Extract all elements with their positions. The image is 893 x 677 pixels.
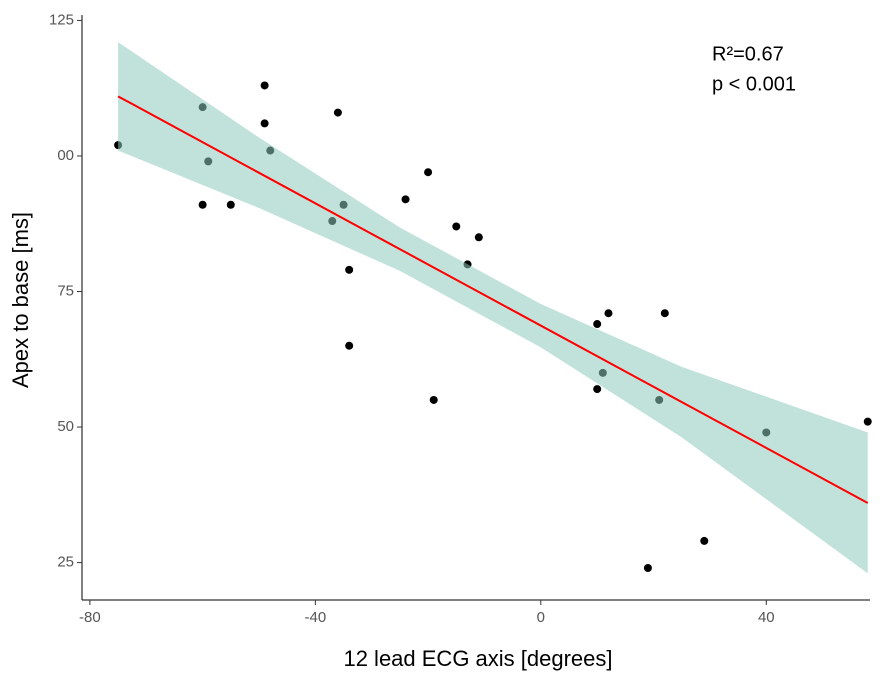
y-tick-label: 125 xyxy=(49,11,74,28)
y-tick-label: 50 xyxy=(57,418,74,435)
annotation: p < 0.001 xyxy=(712,73,796,95)
confidence-band xyxy=(118,42,868,574)
point xyxy=(700,536,709,545)
point xyxy=(345,341,354,350)
y-tick-label: 00 xyxy=(57,147,74,164)
y-tick-label: 25 xyxy=(57,554,74,571)
point xyxy=(660,309,669,318)
point xyxy=(452,222,461,231)
point xyxy=(226,200,235,209)
y-axis-label: Apex to base [ms] xyxy=(8,212,33,388)
point xyxy=(604,309,613,318)
y-tick-label: 75 xyxy=(57,282,74,299)
point xyxy=(643,564,652,573)
point xyxy=(260,81,269,90)
x-tick-label: 0 xyxy=(537,609,545,626)
point xyxy=(424,168,433,177)
point xyxy=(401,195,410,204)
point xyxy=(593,320,602,329)
point xyxy=(333,108,342,117)
x-tick-label: 40 xyxy=(758,609,775,626)
x-axis-label: 12 lead ECG axis [degrees] xyxy=(343,646,612,671)
point xyxy=(474,233,483,242)
x-tick-label: -40 xyxy=(305,609,327,626)
fit-line xyxy=(117,95,869,504)
point xyxy=(198,200,207,209)
point xyxy=(260,119,269,128)
point xyxy=(429,395,438,404)
x-tick-label: -80 xyxy=(79,609,101,626)
point xyxy=(863,417,872,426)
annotation: R²=0.67 xyxy=(712,43,784,65)
point xyxy=(593,385,602,394)
point xyxy=(345,265,354,274)
